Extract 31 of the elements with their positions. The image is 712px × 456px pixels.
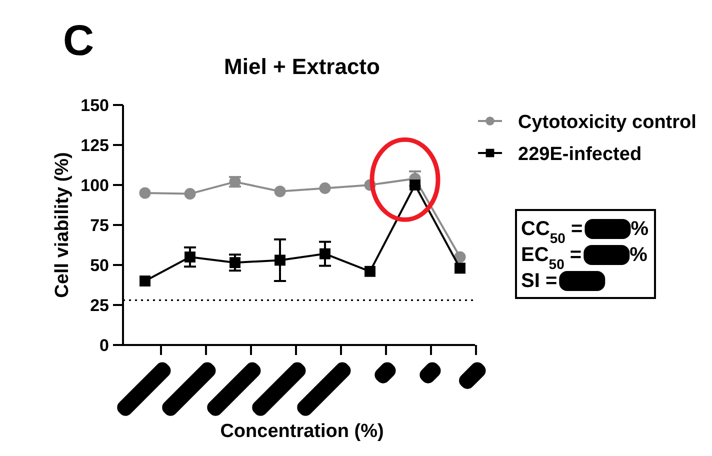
point (274, 254, 286, 266)
point (410, 180, 420, 190)
text: CC$_{50}$ = (521, 218, 583, 246)
point (454, 262, 466, 274)
legend-label: 229E-infected (518, 144, 642, 165)
y-tick-label: 50 (90, 256, 109, 276)
legend-label: Cytotoxicity control (518, 112, 696, 133)
y-tick-label: 75 (90, 216, 109, 236)
point (454, 251, 466, 263)
point (364, 266, 376, 277)
y-axis-title: Cell viability (%) (52, 152, 73, 298)
text: % (630, 244, 648, 266)
point (139, 187, 151, 199)
point (184, 252, 196, 262)
text: C (63, 17, 94, 65)
point (230, 257, 240, 268)
point (140, 276, 150, 286)
text: SI = (521, 270, 558, 292)
point (319, 182, 331, 194)
point (274, 186, 286, 198)
y-tick-label: 125 (80, 136, 109, 156)
text: EC$_{50}$ = (521, 244, 582, 272)
point (320, 248, 330, 260)
point (184, 188, 196, 200)
text: % (630, 218, 649, 240)
y-tick-label: 0 (100, 336, 109, 356)
x-axis-title: Concentration (%) (220, 421, 384, 442)
y-tick-label: 100 (80, 176, 109, 196)
y-tick-label: 25 (90, 296, 109, 316)
y-tick-label: 150 (80, 96, 109, 116)
chart-title: Miel + Extracto (224, 54, 380, 79)
